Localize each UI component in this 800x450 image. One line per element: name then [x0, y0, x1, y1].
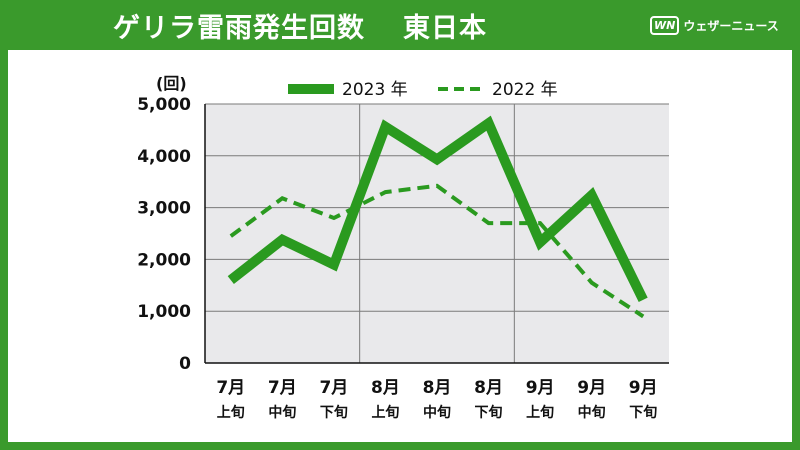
x-tick-month: 7月 — [268, 378, 297, 398]
y-unit-label: (回) — [156, 74, 187, 93]
legend-label: 2023 年 — [342, 80, 408, 100]
legend-label: 2022 年 — [492, 80, 558, 100]
y-tick-label: 0 — [179, 354, 191, 374]
x-tick-period: 中旬 — [423, 404, 451, 421]
weathernews-logo: WN ウェザーニュース — [650, 12, 779, 38]
title-text: ゲリラ雷雨発生回数 — [113, 13, 365, 44]
x-tick-month: 8月 — [423, 378, 452, 398]
y-tick-label: 2,000 — [137, 250, 191, 270]
y-tick-label: 1,000 — [137, 302, 191, 322]
x-tick-month: 9月 — [526, 378, 555, 398]
x-tick-period: 下旬 — [629, 404, 657, 421]
x-tick-month: 9月 — [629, 378, 658, 398]
x-tick-month: 8月 — [474, 378, 503, 398]
logo-text: ウェザーニュース — [683, 18, 779, 33]
x-tick-period: 中旬 — [578, 404, 606, 421]
x-tick-period: 上旬 — [371, 404, 399, 421]
region-label: 東日本 — [403, 13, 487, 44]
x-tick-month: 9月 — [577, 378, 606, 398]
y-tick-label: 5,000 — [137, 95, 191, 115]
x-tick-period: 下旬 — [475, 404, 503, 421]
x-tick-period: 中旬 — [268, 404, 296, 421]
y-tick-label: 3,000 — [137, 199, 191, 219]
logo-mark-icon: WN — [650, 15, 680, 35]
x-tick-month: 7月 — [216, 378, 245, 398]
x-tick-period: 上旬 — [526, 404, 554, 421]
x-tick-month: 8月 — [371, 378, 400, 398]
x-tick-period: 上旬 — [217, 404, 245, 421]
chart-title: ゲリラ雷雨発生回数 東日本 — [0, 6, 600, 45]
x-tick-period: 下旬 — [320, 404, 348, 421]
y-tick-label: 4,000 — [137, 147, 191, 167]
x-tick-month: 7月 — [319, 378, 348, 398]
plot-area — [205, 104, 669, 363]
chart-panel: 0 1,000 2,000 3,000 4,000 5,000 (回) 7月上旬 7月中旬 7月下… — [8, 50, 792, 442]
header: ゲリラ雷雨発生回数 東日本 WN ウェザーニュース — [0, 0, 800, 50]
